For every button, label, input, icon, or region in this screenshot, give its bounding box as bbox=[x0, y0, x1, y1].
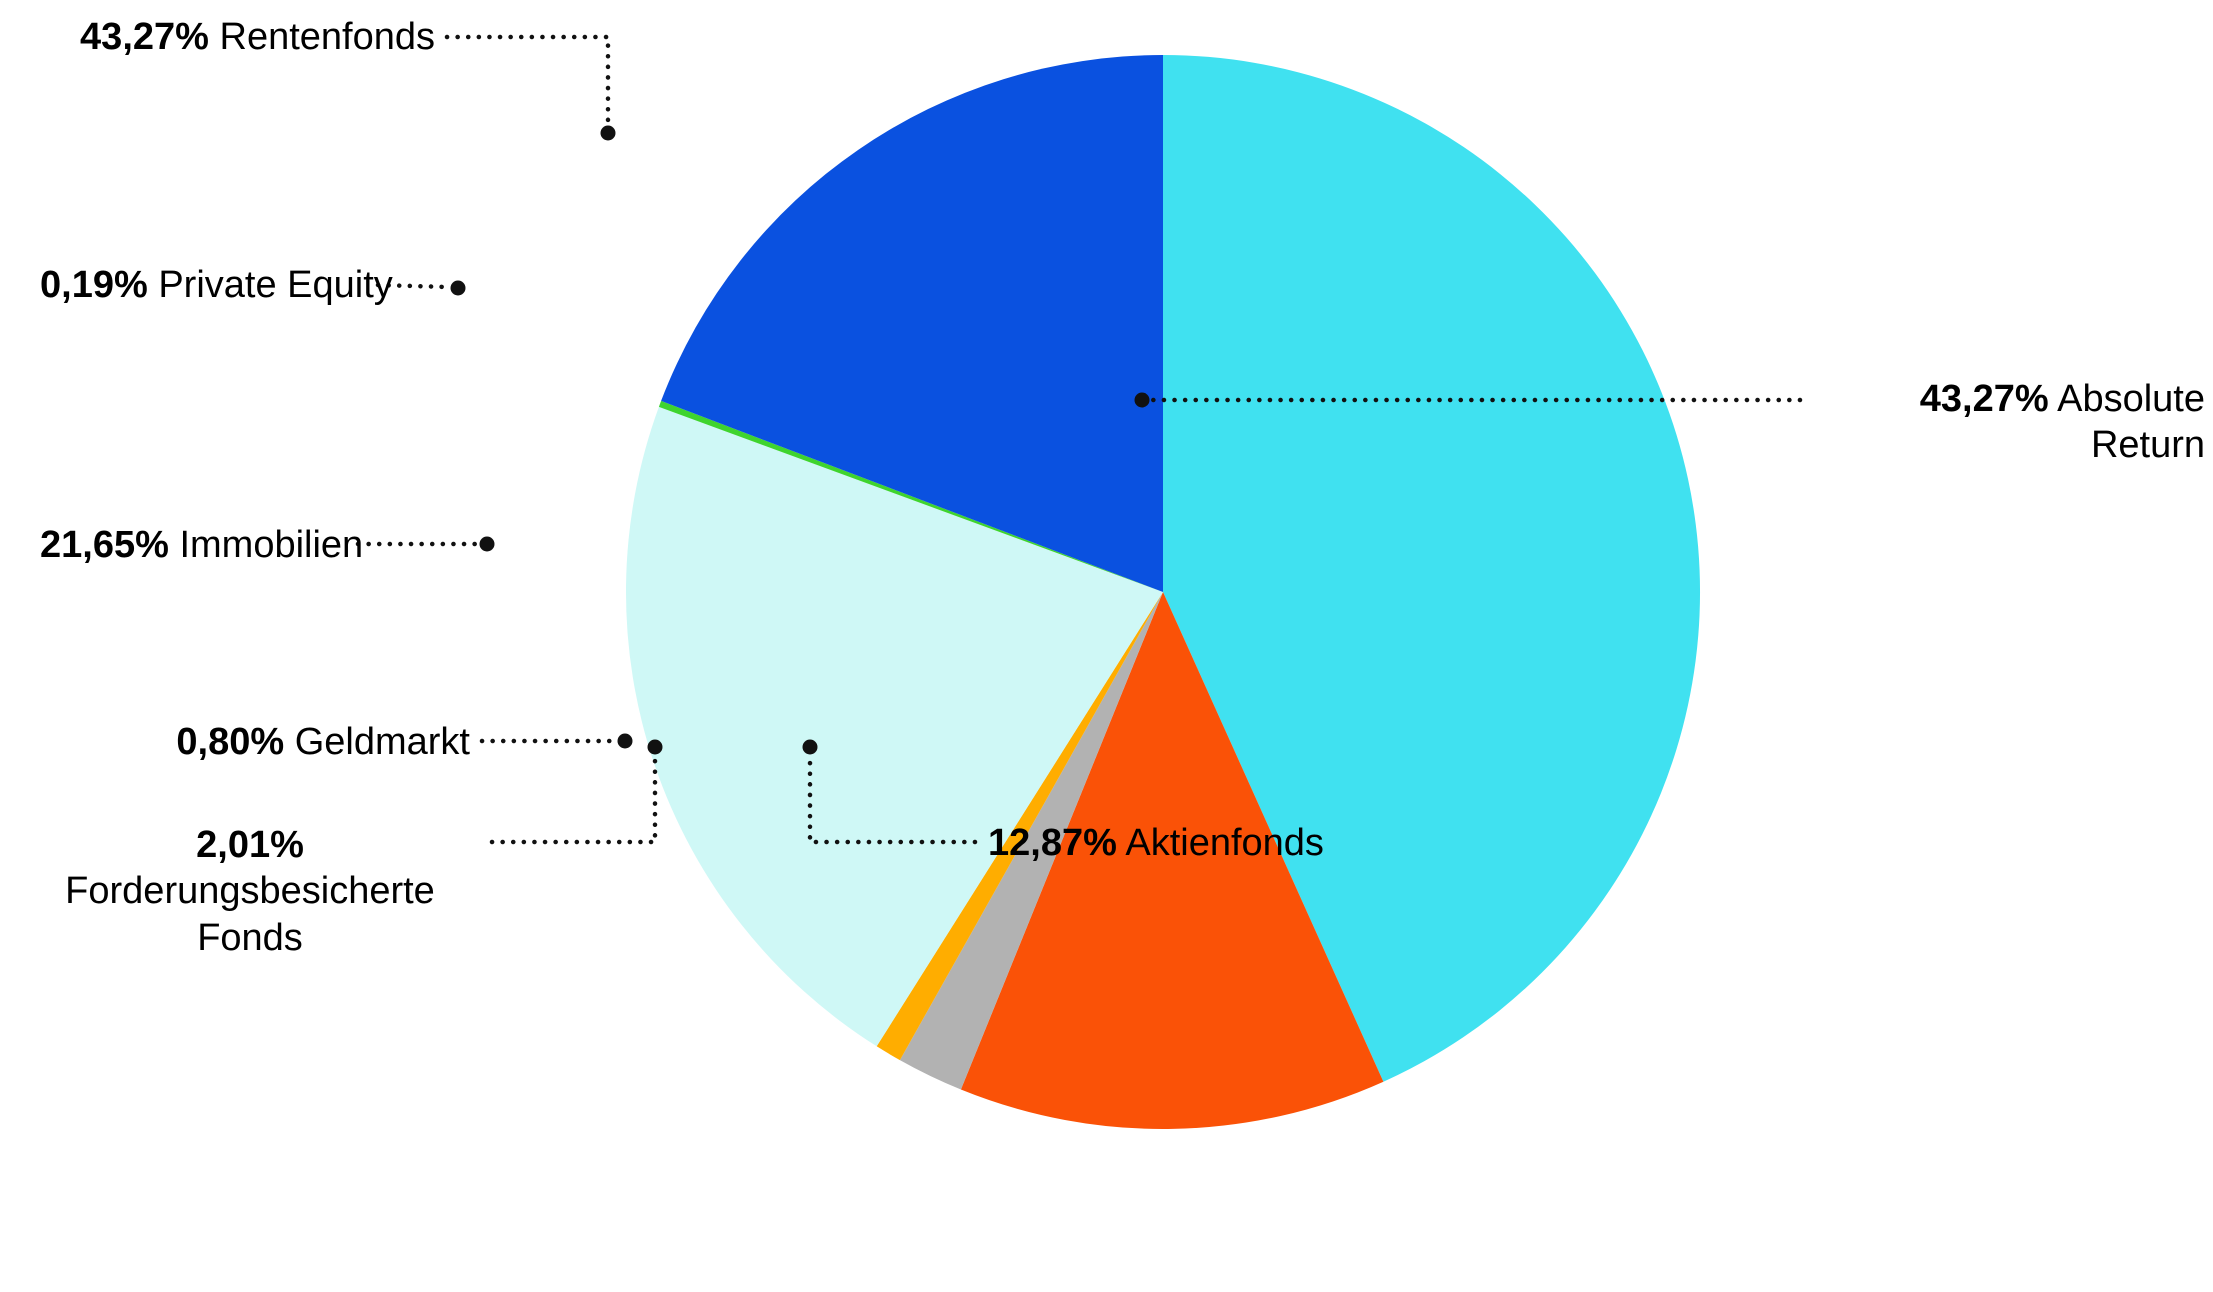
label-rentenfonds: 43,27% Rentenfonds bbox=[40, 14, 435, 60]
leader-dot-absolute-return bbox=[1134, 392, 1150, 408]
leader-dot-geldmarkt bbox=[617, 733, 633, 749]
rentenfonds-name: Rentenfonds bbox=[219, 16, 436, 58]
immobilien-percent: 21,65% bbox=[40, 524, 169, 566]
label-aktienfonds: 12,87% Aktienfonds bbox=[988, 820, 1324, 866]
geldmarkt-name: Geldmarkt bbox=[294, 721, 470, 763]
slice-rentenfonds bbox=[661, 55, 1163, 592]
slice-aktienfonds bbox=[960, 592, 1384, 1129]
slice-immobilien bbox=[625, 406, 1163, 1047]
forderungsbesicherte-name: Forderungsbesicherte Fonds bbox=[65, 870, 435, 959]
geldmarkt-percent: 0,80% bbox=[176, 721, 285, 763]
absolute-return-percent: 43,27% bbox=[1919, 378, 2049, 420]
private-equity-percent: 0,19% bbox=[40, 264, 148, 306]
label-forderungsbesicherte-fonds: 2,01% Forderungsbesicherte Fonds bbox=[15, 822, 485, 961]
slice-private-equity bbox=[658, 400, 1163, 592]
leader-dot-private-equity bbox=[450, 280, 466, 296]
leader-dot-immobilien bbox=[479, 536, 495, 552]
label-immobilien: 21,65% Immobilien bbox=[40, 522, 363, 568]
leader-line-forderungsbesicherte-fonds bbox=[489, 754, 658, 845]
absolute-return-name: Absolute Return bbox=[2057, 378, 2205, 467]
slice-absolute-return bbox=[1163, 55, 1701, 1082]
immobilien-name: Immobilien bbox=[179, 524, 364, 566]
label-private-equity: 0,19% Private Equity bbox=[40, 262, 393, 308]
leader-dot-forderungsbesicherte-fonds bbox=[647, 739, 663, 755]
forderungsbesicherte-percent: 2,01% bbox=[196, 824, 304, 866]
slice-geldmarkt bbox=[876, 592, 1163, 1061]
private-equity-name: Private Equity bbox=[158, 264, 393, 306]
rentenfonds-percent: 43,27% bbox=[80, 16, 209, 58]
leader-dot-aktienfonds bbox=[802, 739, 818, 755]
leader-dot-rentenfonds bbox=[600, 125, 616, 141]
slice-forderungsbesicherte-fonds bbox=[899, 592, 1163, 1090]
aktienfonds-percent: 12,87% bbox=[988, 822, 1117, 864]
leader-line-aktienfonds bbox=[807, 754, 978, 845]
leader-line-private-equity bbox=[375, 282, 451, 290]
leader-line-rentenfonds bbox=[444, 34, 611, 126]
aktienfonds-name: Aktienfonds bbox=[1125, 822, 1324, 864]
label-geldmarkt: 0,80% Geldmarkt bbox=[150, 719, 470, 765]
label-absolute-return: 43,27% Absolute Return bbox=[1813, 376, 2205, 469]
